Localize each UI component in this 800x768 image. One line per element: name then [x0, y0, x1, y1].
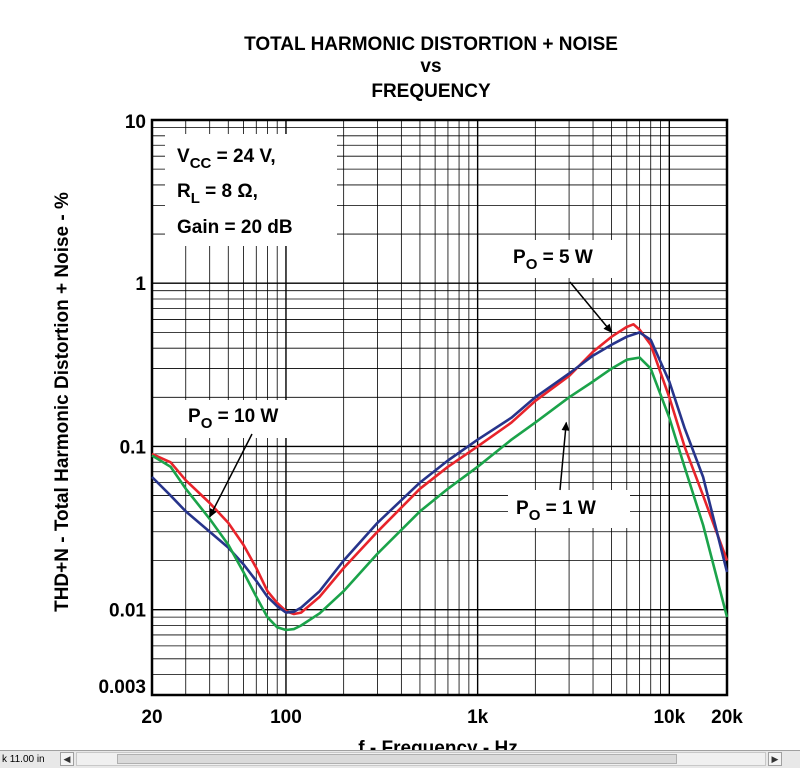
annotation-label-main: P — [513, 247, 526, 268]
annotation-label-main: P — [188, 406, 201, 427]
scroll-left-arrow-icon[interactable]: ◀ — [60, 752, 74, 766]
annotation-label: PO = 5 W — [513, 247, 593, 273]
page-size-readout: k 11.00 in — [2, 754, 45, 765]
annotation-label-sub: O — [526, 256, 538, 273]
thd-chart: TOTAL HARMONIC DISTORTION + NOISE vs FREQU… — [52, 34, 743, 750]
annotation-label: PO = 1 W — [516, 498, 596, 524]
annotation-label-sub: O — [529, 507, 541, 524]
annotation-label-rest: = 10 W — [212, 406, 278, 427]
series-line — [151, 331, 729, 614]
condition-rl-sub: L — [191, 190, 200, 207]
series-line — [151, 322, 729, 616]
y-tick-label: 0.003 — [98, 677, 146, 698]
annotation-label-main: P — [516, 498, 529, 519]
annotation-label-rest: = 1 W — [540, 498, 595, 519]
chart-title-line: FREQUENCY — [371, 81, 491, 102]
y-tick-label: 10 — [125, 112, 146, 133]
annotation-bg — [505, 240, 625, 278]
y-axis-label: THD+N - Total Harmonic Distortion + Nois… — [52, 192, 73, 612]
condition-vcc-sub: CC — [190, 155, 212, 172]
chart-title-line: TOTAL HARMONIC DISTORTION + NOISE — [244, 34, 618, 55]
condition-vcc: VCC = 24 V, — [177, 146, 276, 172]
scroll-right-arrow-icon[interactable]: ▶ — [768, 752, 782, 766]
x-tick-label: 10k — [653, 707, 685, 728]
x-tick-label: 1k — [467, 707, 489, 728]
condition-vcc-rest: = 24 V, — [211, 146, 275, 167]
annotation-arrow — [569, 281, 613, 334]
plot-border — [150, 118, 729, 697]
condition-rl: RL = 8 Ω, — [177, 181, 258, 207]
conditions-box — [165, 134, 337, 246]
y-tick-label: 0.01 — [109, 601, 146, 622]
condition-gain: Gain = 20 dB — [177, 217, 293, 238]
status-bar: k 11.00 in ◀ ▶ — [0, 750, 800, 768]
x-axis-label: f - Frequency - Hz — [358, 738, 517, 750]
chart-title-line: vs — [420, 56, 441, 77]
x-tick-label: 20 — [141, 707, 162, 728]
annotation-label-sub: O — [201, 415, 213, 432]
annotation-arrow — [209, 433, 253, 518]
annotation-label-rest: = 5 W — [537, 247, 592, 268]
horizontal-scrollbar[interactable] — [76, 752, 766, 766]
condition-rl-main: R — [177, 181, 191, 202]
annotation-arrow — [559, 421, 570, 491]
annotation-label: PO = 10 W — [188, 406, 278, 432]
x-tick-label: 100 — [270, 707, 302, 728]
y-tick-label: 1 — [135, 274, 146, 295]
series-line — [151, 356, 729, 632]
annotation-bg — [508, 490, 630, 528]
annotation-bg — [180, 400, 335, 438]
condition-vcc-main: V — [177, 146, 190, 167]
x-tick-label: 20k — [711, 707, 743, 728]
condition-rl-rest: = 8 Ω, — [200, 181, 258, 202]
y-tick-label: 0.1 — [120, 437, 147, 458]
scrollbar-thumb[interactable] — [117, 754, 677, 764]
